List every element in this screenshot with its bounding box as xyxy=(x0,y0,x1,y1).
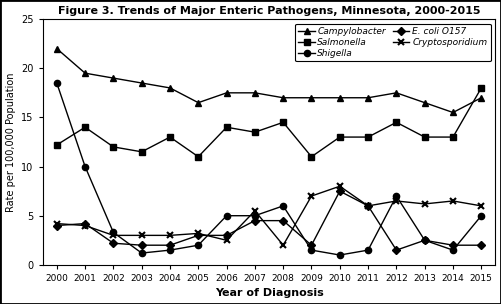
X-axis label: Year of Diagnosis: Year of Diagnosis xyxy=(214,288,324,299)
Legend: Campylobacter, Salmonella, Shigella, E. coli O157, Cryptosporidium: Campylobacter, Salmonella, Shigella, E. … xyxy=(295,24,491,61)
Y-axis label: Rate per 100,000 Population: Rate per 100,000 Population xyxy=(6,72,16,212)
Title: Figure 3. Trends of Major Enteric Pathogens, Minnesota, 2000-2015: Figure 3. Trends of Major Enteric Pathog… xyxy=(58,5,480,16)
